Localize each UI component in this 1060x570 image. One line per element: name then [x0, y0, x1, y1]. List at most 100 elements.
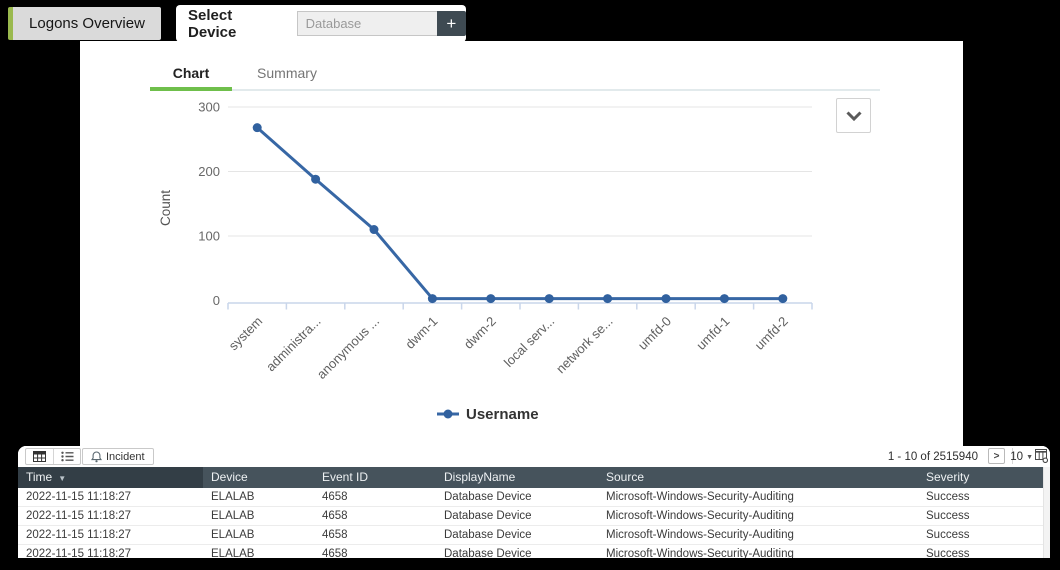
table-cell: Database Device [444, 510, 532, 522]
column-settings-icon [1035, 449, 1049, 464]
chart-panel: Chart Summary 0 100 200 300 Count system admin… [80, 41, 963, 446]
table-cell: 2022-11-15 11:18:27 [26, 491, 132, 503]
table-cell: ELALAB [211, 491, 255, 503]
column-header-device[interactable]: Device [211, 470, 248, 484]
x-category-label: umfd-2 [752, 314, 791, 353]
x-category-label: dwm-2 [461, 314, 499, 352]
dropdown-caret-icon: ▼ [1026, 453, 1033, 461]
select-device-label: Select Device [188, 6, 237, 41]
table-cell: Microsoft-Windows-Security-Auditing [606, 491, 794, 503]
table-toolbar: Incident 1 - 10 of 2515940 > 10 ▼ [18, 446, 1050, 467]
list-view-icon [60, 451, 73, 462]
data-point-marker[interactable] [661, 294, 671, 304]
table-cell: Success [926, 529, 970, 541]
chart-legend[interactable]: Username [437, 406, 539, 423]
pagination-range-label: 1 - 10 of 2515940 [887, 451, 978, 463]
table-row[interactable]: 2022-11-15 11:18:27 ELALAB 4658 Database De… [18, 488, 1043, 507]
column-header-time-label: Time [26, 470, 53, 484]
incident-button[interactable]: Incident [82, 448, 154, 465]
table-cell: Microsoft-Windows-Security-Auditing [606, 548, 794, 558]
view-toggle-group [25, 448, 81, 465]
tab-summary[interactable]: Summary [257, 65, 317, 81]
data-point-marker[interactable] [252, 123, 262, 133]
column-header-source[interactable]: Source [606, 470, 645, 484]
toolbar-divider [1012, 448, 1013, 464]
data-point-marker[interactable] [427, 294, 437, 304]
table-cell: Success [926, 510, 970, 522]
x-category-label: dwm-1 [402, 314, 440, 352]
column-settings-button[interactable] [1035, 449, 1049, 468]
column-header-severity[interactable]: Severity [926, 470, 970, 484]
logons-line-chart: 0 100 200 300 Count systemadministra...anonym… [158, 100, 813, 423]
tab-chart[interactable]: Chart [172, 65, 210, 81]
table-body: 2022-11-15 11:18:27 ELALAB 4658 Database De… [18, 488, 1043, 558]
column-header-event-id[interactable]: Event ID [322, 470, 369, 484]
table-cell: Database Device [444, 548, 532, 558]
table-cell: 4658 [322, 491, 348, 503]
incident-button-label: Incident [106, 450, 145, 463]
series-line [256, 126, 783, 301]
data-point-marker[interactable] [544, 294, 554, 304]
chevron-down-icon [845, 110, 862, 121]
table-row[interactable]: 2022-11-15 11:18:27 ELALAB 4658 Database De… [18, 507, 1043, 526]
table-cell: 2022-11-15 11:18:27 [26, 548, 132, 558]
grid-view-icon [33, 451, 46, 462]
page-size-dropdown[interactable]: 10 ▼ [1010, 451, 1033, 463]
y-tick-label: 100 [198, 229, 220, 244]
active-tab-underline [150, 87, 232, 91]
table-row[interactable]: 2022-11-15 11:18:27 ELALAB 4658 Database De… [18, 545, 1043, 558]
page-tab-logons-overview[interactable]: Logons Overview [8, 7, 161, 40]
sort-desc-icon: ▼ [58, 474, 67, 483]
vertical-scrollbar[interactable] [1043, 467, 1050, 558]
table-cell: 4658 [322, 548, 348, 558]
table-cell: 2022-11-15 11:18:27 [26, 529, 132, 541]
x-category-label: system [226, 314, 266, 354]
table-row[interactable]: 2022-11-15 11:18:27 ELALAB 4658 Database De… [18, 526, 1043, 545]
table-cell: ELALAB [211, 548, 255, 558]
legend-marker-dot [443, 409, 453, 419]
table-header-row: Time ▼ Device Event ID DisplayName Source… [18, 467, 1043, 488]
table-cell: Microsoft-Windows-Security-Auditing [606, 529, 794, 541]
data-point-marker[interactable] [719, 294, 729, 304]
table-cell: 4658 [322, 510, 348, 522]
column-header-time[interactable]: Time ▼ [18, 467, 203, 488]
table-cell: 4658 [322, 529, 348, 541]
y-tick-label: 200 [198, 164, 220, 179]
x-category-label: umfd-1 [693, 314, 732, 353]
data-point-marker[interactable] [369, 225, 379, 235]
x-category-label: local serv... [501, 314, 557, 370]
y-tick-label: 300 [198, 100, 220, 115]
grid-view-button[interactable] [26, 449, 53, 464]
data-point-marker[interactable] [311, 174, 321, 184]
table-cell: Success [926, 491, 970, 503]
next-page-button[interactable]: > [988, 448, 1005, 464]
events-table-panel: Incident 1 - 10 of 2515940 > 10 ▼ Time ▼ … [18, 446, 1050, 558]
data-point-marker[interactable] [486, 294, 496, 304]
x-category-label: anonymous ... [314, 314, 382, 382]
select-device-panel: Select Device + [176, 5, 466, 42]
incident-icon [91, 450, 102, 462]
table-cell: ELALAB [211, 510, 255, 522]
table-cell: Microsoft-Windows-Security-Auditing [606, 510, 794, 522]
table-cell: 2022-11-15 11:18:27 [26, 510, 132, 522]
y-tick-label: 0 [213, 293, 220, 308]
list-view-button[interactable] [53, 449, 80, 464]
x-category-label: administra... [263, 314, 324, 375]
page-size-value: 10 [1010, 451, 1024, 463]
table-cell: Database Device [444, 491, 532, 503]
data-point-marker[interactable] [778, 294, 788, 304]
device-input[interactable] [296, 11, 437, 36]
tab-divider-line [150, 89, 880, 91]
legend-series-label: Username [466, 406, 539, 423]
data-point-marker[interactable] [603, 294, 613, 304]
column-header-displayname[interactable]: DisplayName [444, 470, 516, 484]
table-cell: ELALAB [211, 529, 255, 541]
x-category-label: umfd-0 [635, 314, 674, 353]
chart-tabs: Chart Summary [150, 57, 342, 81]
table-cell: Database Device [444, 529, 532, 541]
table-cell: Success [926, 548, 970, 558]
add-device-button[interactable]: + [436, 11, 466, 36]
collapse-chart-button[interactable] [836, 98, 871, 133]
x-category-label: network se... [553, 314, 616, 377]
y-axis-title: Count [158, 190, 173, 226]
